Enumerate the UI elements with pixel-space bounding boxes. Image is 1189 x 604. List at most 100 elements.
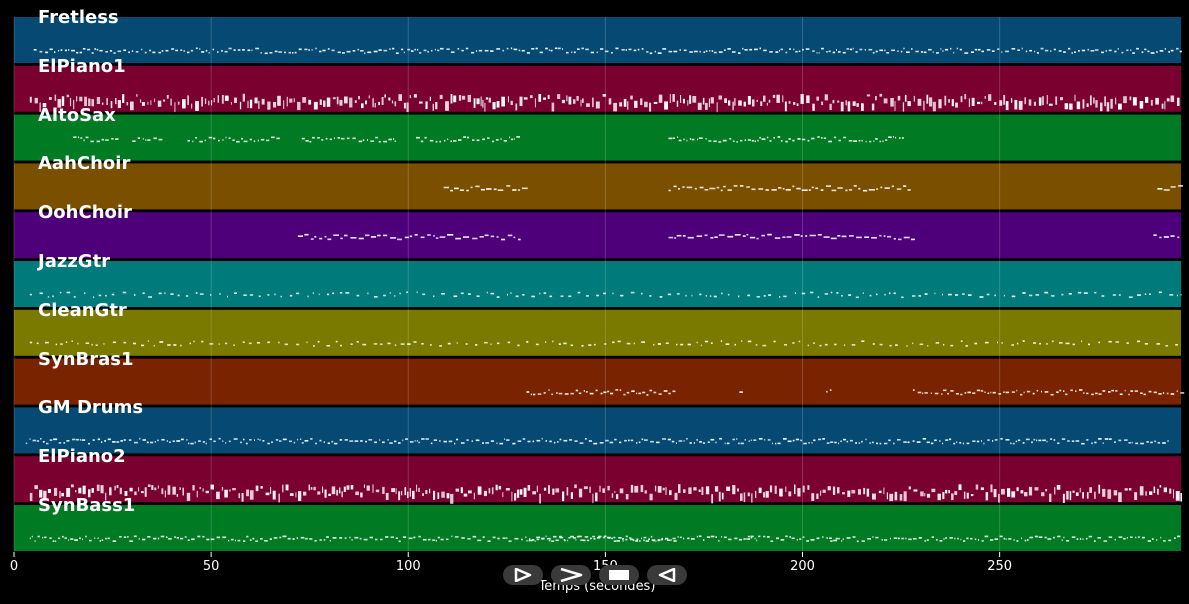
note-mark [689,442,692,444]
note-mark [107,537,110,540]
note-mark [618,537,622,539]
note-mark [326,97,331,107]
note-mark [985,492,989,501]
note-mark [573,99,576,104]
rewind-button[interactable] [647,565,687,585]
track-lane[interactable] [14,407,1181,454]
note-mark [258,100,260,109]
note-mark [1003,95,1006,105]
note-mark [329,540,331,542]
note-mark [602,536,606,539]
note-mark [514,493,517,501]
note-mark [930,442,934,445]
note-mark [1141,536,1145,539]
note-mark [401,491,403,496]
note-mark [685,294,687,297]
note-mark [240,441,242,444]
note-mark [994,538,999,540]
note-mark [806,95,810,104]
note-mark [977,101,981,105]
note-mark [858,139,861,142]
note-mark [623,98,627,107]
fast-forward-button[interactable] [551,565,591,585]
note-mark [319,439,322,442]
note-mark [518,238,521,241]
note-mark [295,492,297,498]
note-mark [1098,484,1101,494]
note-mark [926,493,931,498]
track-lane[interactable] [14,261,1182,307]
note-mark [98,294,102,297]
track-lane[interactable] [14,17,1182,63]
note-mark [232,139,235,141]
note-mark [308,484,310,491]
note-mark [300,438,302,440]
track-lane[interactable] [14,114,1181,161]
note-mark [724,442,726,445]
note-mark [382,441,385,444]
note-mark [658,94,663,103]
note-mark [77,136,80,139]
note-mark [769,140,772,142]
note-mark [1087,48,1090,51]
note-mark [940,48,942,50]
note-mark [417,48,419,51]
note-mark [326,345,331,347]
note-mark [482,536,485,538]
note-mark [944,48,949,51]
note-mark [516,489,520,498]
note-mark [868,48,873,51]
note-mark [875,96,877,101]
note-mark [771,442,773,445]
note-mark [692,96,697,103]
note-mark [149,49,152,52]
note-mark [1153,391,1157,394]
track-lane[interactable] [14,505,1181,551]
track-lane[interactable] [14,163,1183,210]
note-mark [956,441,958,443]
note-mark [1104,96,1106,107]
note-mark [534,98,536,108]
note-mark [595,492,598,502]
note-mark [462,95,466,100]
note-mark [603,391,607,394]
note-mark [1065,342,1070,345]
note-mark [1170,186,1176,188]
note-mark [150,441,154,444]
track-lane[interactable] [14,309,1181,356]
note-mark [1128,393,1130,396]
note-mark [257,139,259,142]
note-mark [221,487,224,491]
play-button[interactable] [503,565,543,585]
note-mark [229,489,231,492]
note-mark [186,439,188,441]
note-mark [501,96,505,107]
note-mark [224,95,229,101]
note-mark [271,441,273,443]
note-mark [864,236,870,238]
note-mark [1115,341,1119,343]
note-mark [728,538,732,541]
note-mark [243,438,245,441]
note-mark [813,439,816,442]
note-mark [116,441,120,443]
note-mark [833,136,837,139]
track-lane[interactable] [14,212,1181,259]
note-mark [716,186,720,189]
note-mark [833,539,837,542]
note-mark [650,440,654,443]
note-mark [622,540,624,542]
track-lane[interactable] [14,456,1182,504]
note-mark [879,49,884,52]
track-lane[interactable] [14,358,1185,405]
note-mark [403,51,405,54]
note-mark [950,47,952,50]
stop-button[interactable] [599,565,639,585]
note-mark [468,490,472,494]
note-mark [110,101,113,109]
track-lane[interactable] [14,65,1181,113]
note-mark [455,488,459,492]
note-mark [654,50,656,53]
note-mark [486,291,488,294]
